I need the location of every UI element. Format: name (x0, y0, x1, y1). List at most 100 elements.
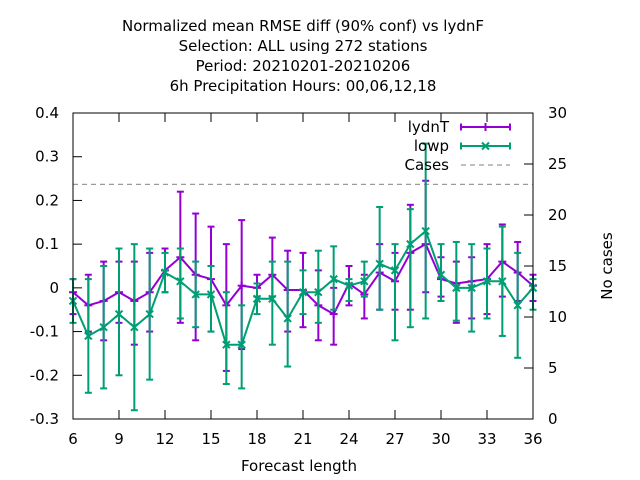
point-marker-b (421, 226, 430, 236)
point-marker-b (314, 288, 323, 297)
y2-tick-label: 30 (548, 104, 567, 122)
y-tick-label: 0.3 (35, 148, 59, 166)
point-marker-b (99, 322, 108, 332)
point-marker-b (130, 322, 139, 332)
point-marker-b (176, 277, 185, 286)
point-marker-b (237, 340, 246, 349)
data-point (406, 239, 415, 249)
x-tick-label: 30 (431, 430, 450, 448)
y-tick-label: -0.1 (30, 323, 59, 341)
point-marker-b (482, 277, 492, 286)
x-tick-label: 24 (339, 430, 358, 448)
data-point (298, 288, 308, 297)
data-point (237, 281, 246, 290)
y-tick-label: 0.1 (35, 235, 59, 253)
point-marker-b (436, 270, 446, 279)
data-point (252, 294, 262, 303)
y2-axis-label: No cases (598, 232, 616, 300)
series-layer (68, 142, 538, 412)
point-marker-b (191, 290, 200, 299)
point-marker-b (298, 288, 308, 297)
point-marker-b (390, 266, 400, 275)
x-tick-label: 36 (523, 430, 542, 448)
data-point (114, 309, 124, 319)
point-marker-b (406, 239, 415, 249)
point-marker-b (375, 259, 384, 269)
data-point (421, 226, 430, 236)
point-marker-b (329, 274, 338, 284)
x-axis-label: Forecast length (241, 457, 357, 475)
y2-tick-label: 0 (548, 410, 558, 428)
data-point (314, 288, 323, 297)
point-marker-b (268, 294, 277, 303)
x-tick-label: 33 (477, 430, 496, 448)
legend-label: lydnT (408, 118, 450, 136)
y2-tick-label: 10 (548, 308, 567, 326)
point-marker-b (498, 277, 507, 286)
point-marker-b (145, 309, 154, 319)
data-point (84, 331, 93, 341)
x-tick-label: 12 (155, 430, 174, 448)
y-tick-label: 0.2 (35, 191, 59, 209)
axes-layer: -0.3 -0.2 -0.1 0 0.1 0.2 0.3 0.4 0 5 10 15 20 25 30 6 9 1… (30, 104, 567, 448)
data-point (467, 283, 476, 293)
title-line: 6h Precipitation Hours: 00,06,12,18 (170, 77, 437, 95)
point-marker-b (222, 340, 231, 349)
y-tick-label: 0 (49, 279, 59, 297)
x-tick-label: 18 (247, 430, 266, 448)
y2-tick-label: 20 (548, 206, 567, 224)
point-marker-b (513, 301, 522, 310)
data-point (176, 277, 185, 286)
data-point (283, 314, 292, 323)
data-point (375, 259, 384, 269)
point-marker-b (283, 314, 292, 323)
data-point (268, 294, 277, 303)
title-line: Period: 20210201-20210206 (196, 57, 411, 75)
data-point (191, 290, 200, 299)
legend-label: Cases (404, 156, 449, 174)
title-line: Selection: ALL using 272 stations (179, 37, 428, 55)
data-point (160, 268, 170, 277)
data-point (237, 340, 246, 349)
point-marker-b (252, 294, 262, 303)
data-point (482, 277, 492, 286)
legend-marker (481, 141, 490, 151)
point-marker-b (206, 290, 216, 299)
point-marker-b (344, 281, 354, 290)
data-point (452, 283, 461, 293)
legend-label: lowp (414, 137, 449, 155)
y-tick-label: -0.2 (30, 366, 59, 384)
y-tick-label: 0.4 (35, 104, 59, 122)
title-line: Normalized mean RMSE diff (90% conf) vs … (122, 17, 484, 35)
point-marker-b (452, 283, 461, 293)
y2-tick-label: 5 (548, 359, 558, 377)
data-point (436, 270, 446, 279)
data-point (344, 281, 354, 290)
data-point (513, 301, 522, 310)
x-tick-label: 15 (201, 430, 220, 448)
y2-tick-label: 25 (548, 155, 567, 173)
point-marker-b (467, 283, 476, 293)
data-point (498, 277, 507, 286)
data-point (390, 266, 400, 275)
point-marker-b (360, 277, 369, 286)
data-point (145, 309, 154, 319)
point-marker-b (160, 268, 170, 277)
x-tick-label: 27 (385, 430, 404, 448)
point-marker-b (84, 331, 93, 341)
data-point (329, 310, 338, 319)
chart-title: Normalized mean RMSE diff (90% conf) vs … (122, 17, 484, 95)
x-tick-label: 9 (114, 430, 124, 448)
data-point (99, 322, 108, 332)
data-point (206, 290, 216, 299)
data-point (360, 277, 369, 286)
x-tick-label: 6 (68, 430, 78, 448)
point-marker-b (114, 309, 124, 319)
data-point (329, 274, 338, 284)
x-tick-label: 21 (293, 430, 312, 448)
data-point (130, 322, 139, 332)
data-point (222, 340, 231, 349)
y-tick-label: -0.3 (30, 410, 59, 428)
